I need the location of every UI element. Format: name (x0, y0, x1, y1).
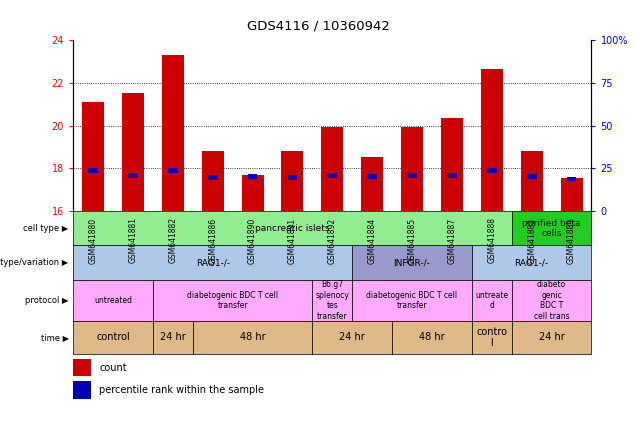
Bar (73, 246, 352, 280)
Bar (512, 211, 591, 246)
Text: control: control (96, 333, 130, 342)
Bar (472, 321, 512, 353)
Bar (407, 173, 417, 178)
Bar (193, 321, 312, 353)
Text: percentile rank within the sample: percentile rank within the sample (99, 385, 264, 395)
Bar (361, 157, 383, 211)
Text: 24 hr: 24 hr (160, 333, 186, 342)
Bar (282, 151, 303, 211)
Bar (472, 246, 591, 280)
Bar (392, 321, 472, 353)
Bar (73, 359, 92, 376)
Text: untreated: untreated (94, 296, 132, 305)
Bar (202, 151, 224, 211)
Bar (88, 168, 98, 173)
Bar (328, 173, 337, 178)
Bar (527, 174, 537, 179)
Bar (512, 280, 591, 321)
Bar (312, 280, 352, 321)
Bar (168, 168, 177, 173)
Bar (208, 175, 218, 180)
Text: RAG1-/-: RAG1-/- (515, 258, 549, 267)
Bar (401, 127, 423, 211)
Bar (352, 246, 472, 280)
Bar (441, 118, 463, 211)
Text: INFGR-/-: INFGR-/- (394, 258, 431, 267)
Text: protocol ▶: protocol ▶ (25, 296, 69, 305)
Text: diabeto
genic
BDC T
cell trans: diabeto genic BDC T cell trans (534, 280, 569, 321)
Bar (73, 381, 92, 399)
Bar (73, 280, 153, 321)
Text: 48 hr: 48 hr (240, 333, 265, 342)
Bar (447, 173, 457, 178)
Bar (560, 178, 583, 211)
Text: 24 hr: 24 hr (340, 333, 365, 342)
Bar (481, 69, 503, 211)
Text: GDS4116 / 10360942: GDS4116 / 10360942 (247, 20, 389, 33)
Bar (162, 55, 184, 211)
Bar (367, 174, 377, 179)
Bar (242, 175, 263, 211)
Text: pancreatic islets: pancreatic islets (255, 224, 329, 233)
Text: 48 hr: 48 hr (419, 333, 445, 342)
Bar (82, 102, 104, 211)
Bar (122, 94, 144, 211)
Bar (521, 151, 543, 211)
Bar (73, 211, 512, 246)
Bar (472, 280, 512, 321)
Bar (153, 321, 193, 353)
Text: contro
l: contro l (476, 326, 508, 348)
Text: 24 hr: 24 hr (539, 333, 565, 342)
Bar (128, 173, 138, 178)
Bar (352, 280, 472, 321)
Bar (487, 168, 497, 173)
Bar (312, 321, 392, 353)
Bar (247, 174, 258, 179)
Text: B6.g7
splenocy
tes
transfer: B6.g7 splenocy tes transfer (315, 280, 349, 321)
Text: genotype/variation ▶: genotype/variation ▶ (0, 258, 69, 267)
Text: purified beta
cells: purified beta cells (522, 218, 581, 238)
Text: time ▶: time ▶ (41, 333, 69, 342)
Bar (567, 177, 576, 181)
Text: diabetogenic BDC T cell
transfer: diabetogenic BDC T cell transfer (187, 291, 278, 310)
Text: RAG1-/-: RAG1-/- (196, 258, 230, 267)
Text: count: count (99, 363, 127, 373)
Bar (512, 321, 591, 353)
Text: untreate
d: untreate d (475, 291, 508, 310)
Bar (153, 280, 312, 321)
Bar (73, 321, 153, 353)
Text: cell type ▶: cell type ▶ (24, 224, 69, 233)
Bar (321, 127, 343, 211)
Bar (287, 175, 298, 180)
Text: diabetogenic BDC T cell
transfer: diabetogenic BDC T cell transfer (366, 291, 458, 310)
